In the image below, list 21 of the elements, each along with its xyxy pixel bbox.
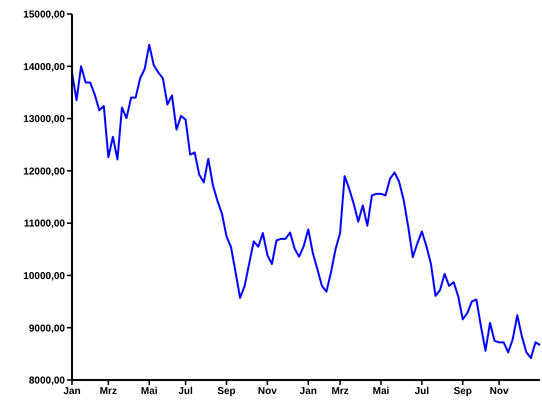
y-tick-label: 15000,00 (23, 10, 66, 21)
x-tick-label: Mrz (331, 386, 349, 398)
x-tick-label: Mrz (100, 386, 117, 398)
x-tick-label: Nov (258, 386, 278, 398)
x-tick-label: Jan (300, 386, 317, 398)
x-tick-label: Sep (454, 386, 472, 398)
x-tick-label: Sep (217, 386, 236, 398)
x-tick-label: Jul (414, 386, 430, 398)
x-tick-label: Mai (372, 386, 390, 398)
x-tick-label: Jan (63, 386, 81, 398)
y-tick-label: 14000,00 (23, 62, 66, 73)
y-tick-label: 8000,00 (28, 376, 66, 387)
line-series (71, 44, 541, 360)
y-tick-label: 10000,00 (23, 270, 66, 282)
y-tick-label: 12000,00 (23, 166, 66, 178)
x-tick-label: Mai (140, 386, 158, 398)
x-tick-label: Jul (178, 386, 194, 398)
y-tick-label: 13000,00 (23, 114, 66, 126)
y-tick-label: 9000,00 (28, 323, 66, 334)
x-tick-label: Nov (490, 386, 509, 398)
y-tick-label: 11000,00 (24, 218, 66, 230)
